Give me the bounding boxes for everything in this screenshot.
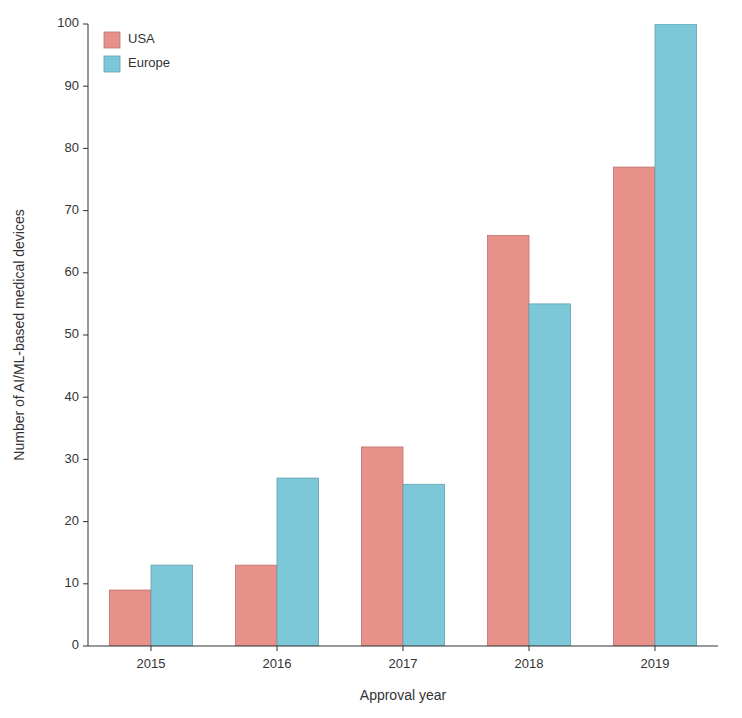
x-tick bbox=[403, 646, 404, 651]
bar bbox=[487, 235, 529, 646]
y-axis-title: Number of AI/ML-based medical devices bbox=[11, 209, 27, 460]
y-axis: 0 10 20 30 40 50 60 70 80 90 100 bbox=[57, 15, 88, 652]
x-axis-line bbox=[88, 646, 718, 647]
y-tick bbox=[83, 24, 88, 25]
y-tick-label: 90 bbox=[65, 78, 79, 93]
chart: 0102030405060708090100201520162017201820… bbox=[0, 0, 742, 718]
y-tick bbox=[83, 583, 88, 584]
legend-label: USA bbox=[128, 31, 155, 46]
x-tick bbox=[277, 646, 278, 651]
y-tick-label: 40 bbox=[65, 389, 79, 404]
y-tick bbox=[83, 459, 88, 460]
x-tick-label: 2016 bbox=[263, 656, 292, 671]
x-axis: 2015 2016 2017 2018 2019 bbox=[137, 646, 670, 671]
x-tick-label: 2018 bbox=[515, 656, 544, 671]
x-tick-label: 2015 bbox=[137, 656, 166, 671]
legend: USA Europe bbox=[104, 31, 170, 72]
y-tick-label: 30 bbox=[65, 451, 79, 466]
y-tick-label: 0 bbox=[72, 637, 79, 652]
bar bbox=[529, 304, 571, 646]
y-tick bbox=[83, 272, 88, 273]
bar bbox=[109, 590, 151, 646]
bars bbox=[109, 24, 696, 646]
y-tick bbox=[83, 86, 88, 87]
x-tick bbox=[151, 646, 152, 651]
legend-swatch bbox=[104, 32, 120, 48]
legend-label: Europe bbox=[128, 55, 170, 70]
y-tick-label: 100 bbox=[57, 15, 79, 30]
bar bbox=[361, 447, 403, 646]
bar bbox=[151, 565, 193, 646]
y-tick-label: 50 bbox=[65, 326, 79, 341]
y-tick-label: 10 bbox=[65, 575, 79, 590]
bar bbox=[613, 167, 655, 646]
x-tick bbox=[529, 646, 530, 651]
y-tick bbox=[83, 397, 88, 398]
y-tick-label: 20 bbox=[65, 513, 79, 528]
bar bbox=[403, 484, 445, 646]
legend-swatch bbox=[104, 56, 120, 72]
y-tick bbox=[83, 646, 88, 647]
y-tick-label: 70 bbox=[65, 202, 79, 217]
x-axis-title: Approval year bbox=[360, 687, 447, 703]
y-axis-line bbox=[88, 24, 89, 646]
y-tick-label: 60 bbox=[65, 264, 79, 279]
x-tick bbox=[655, 646, 656, 651]
y-tick-label: 80 bbox=[65, 140, 79, 155]
y-tick bbox=[83, 335, 88, 336]
bar bbox=[235, 565, 277, 646]
bar bbox=[277, 478, 319, 646]
y-tick bbox=[83, 210, 88, 211]
bar bbox=[655, 24, 697, 646]
x-tick-label: 2019 bbox=[641, 656, 670, 671]
y-tick bbox=[83, 148, 88, 149]
y-tick bbox=[83, 521, 88, 522]
x-tick-label: 2017 bbox=[389, 656, 418, 671]
